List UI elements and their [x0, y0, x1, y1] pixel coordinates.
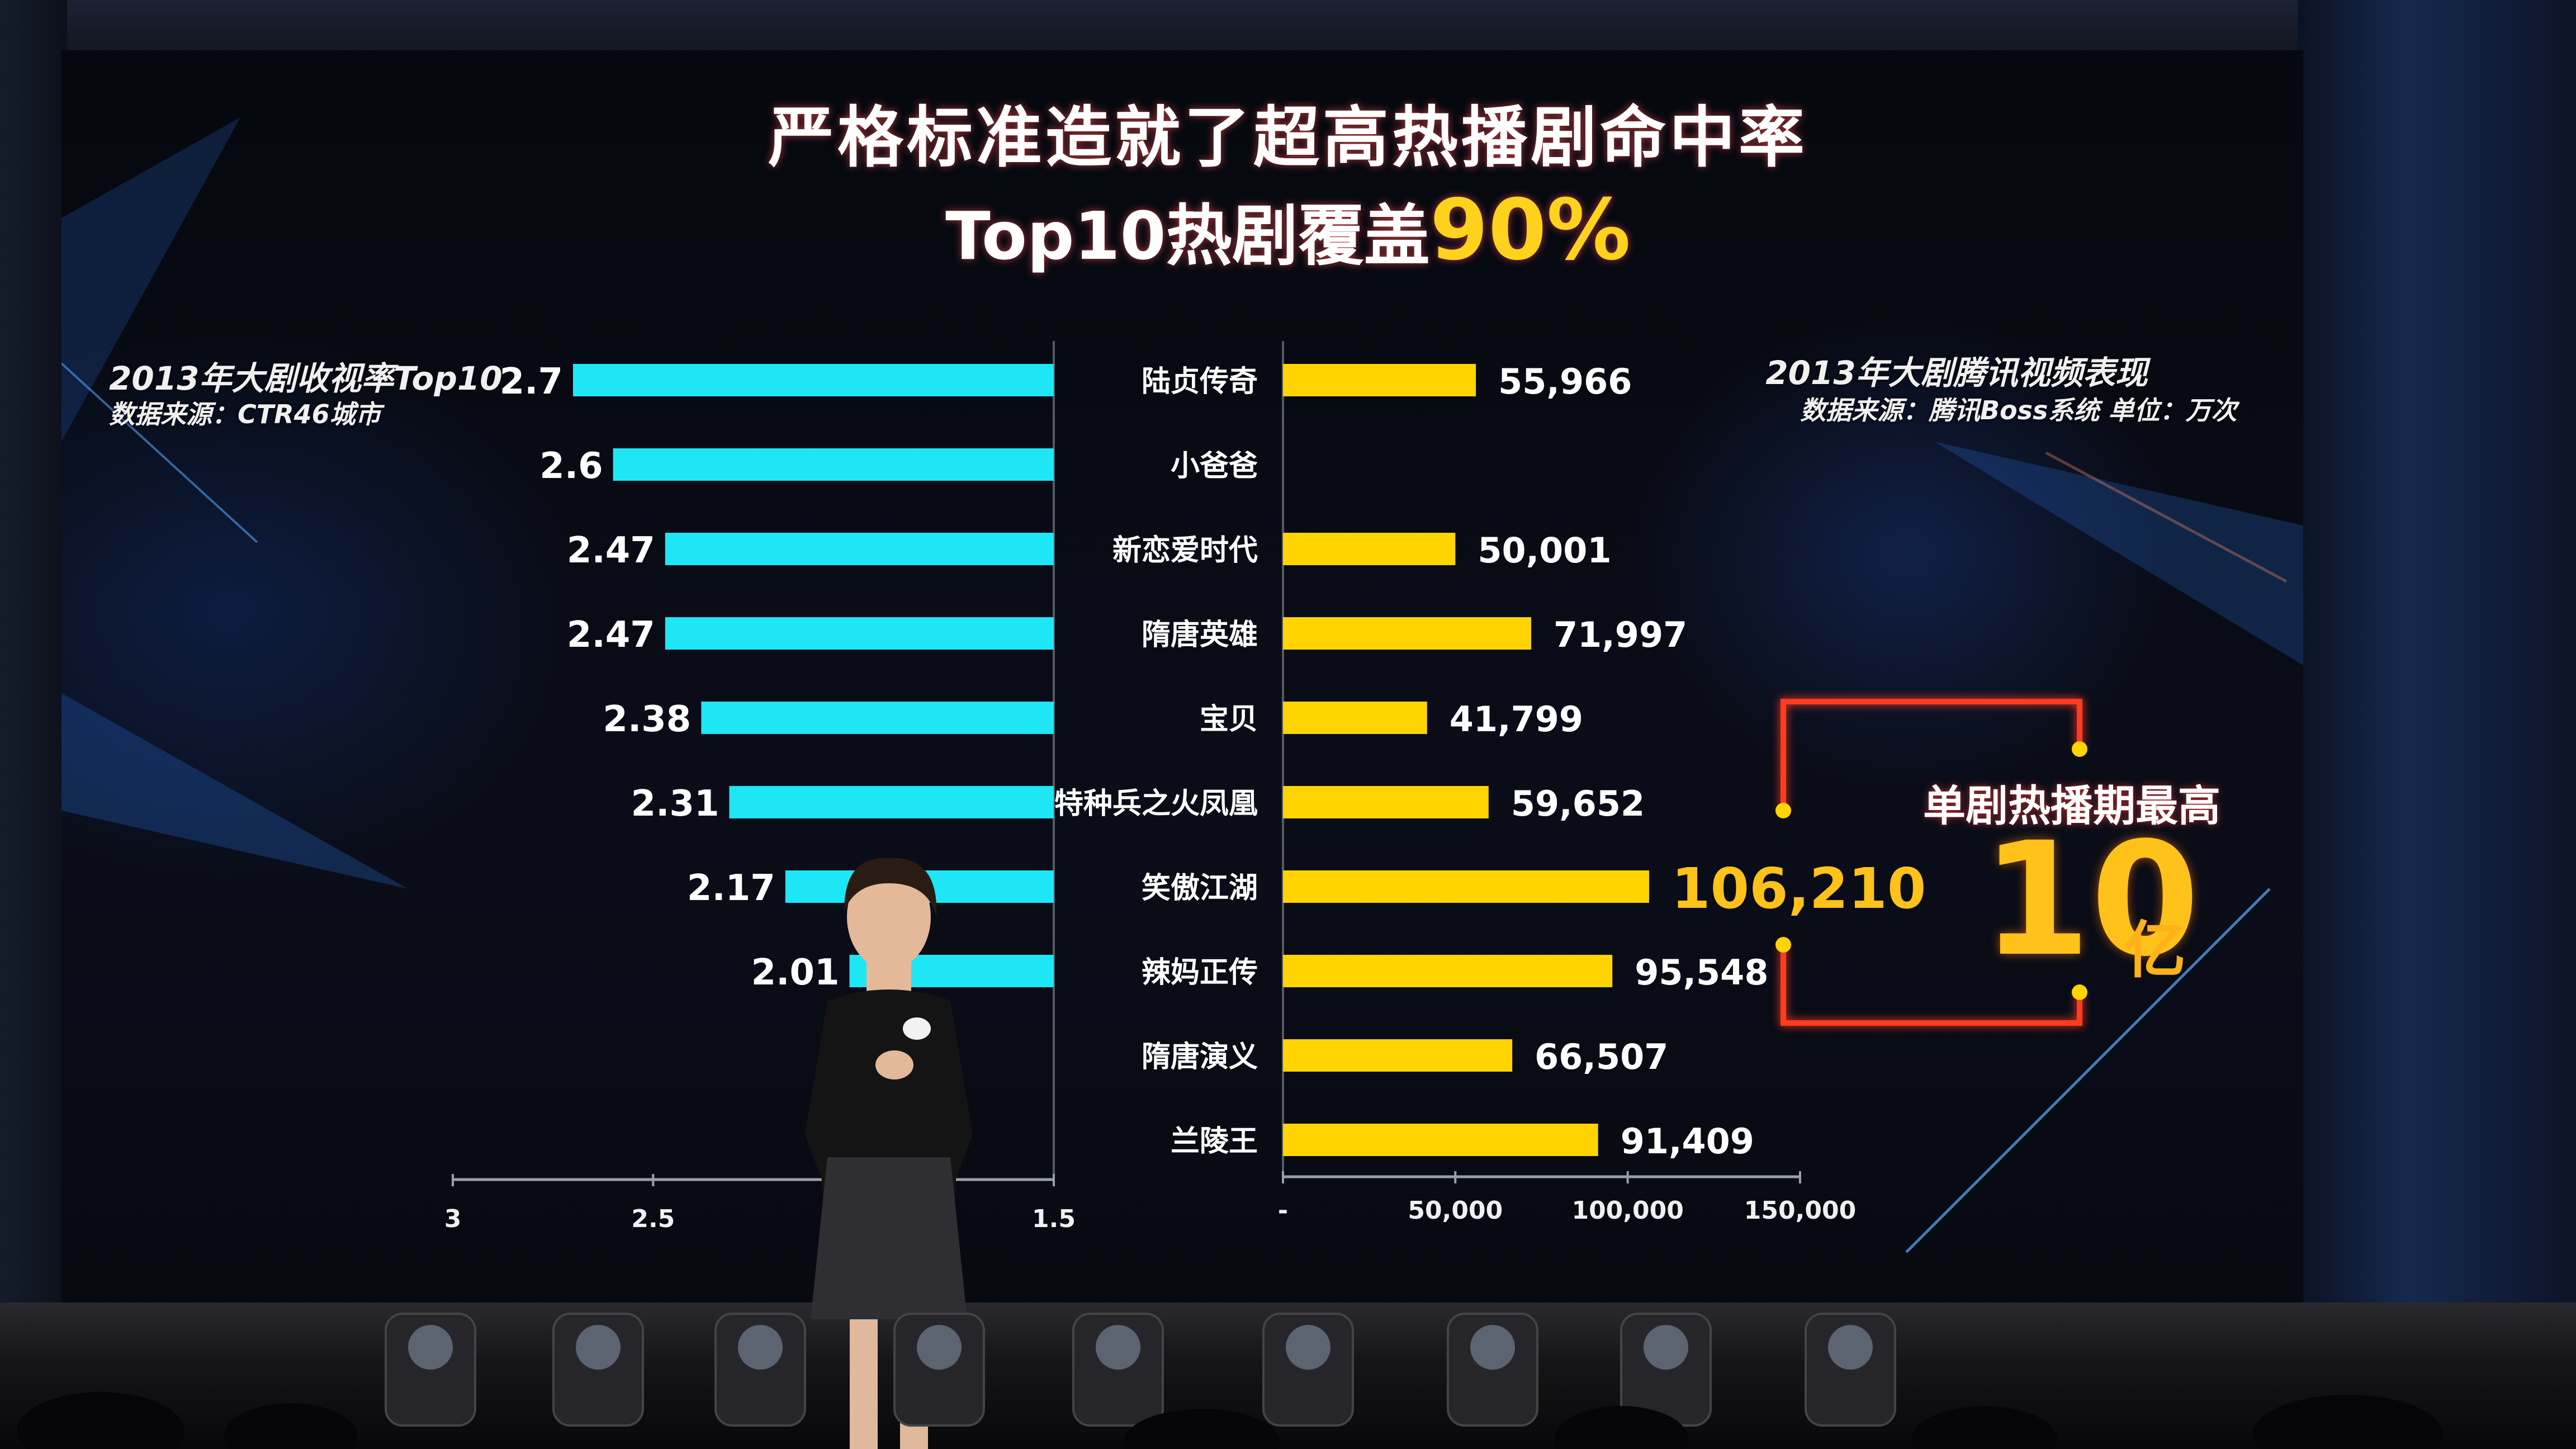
category-label: 陆贞传奇	[1142, 365, 1258, 399]
left-chart-source: 数据来源：CTR46城市	[109, 399, 381, 429]
ratings-value-label: 2.47	[567, 530, 655, 571]
category-label: 小爸爸	[1171, 449, 1258, 483]
left-x-tick-label: 1.5	[1032, 1205, 1076, 1233]
stage-lights	[17, 1313, 2443, 1449]
ratings-bar	[701, 702, 1054, 734]
subtitle-highlight: 90%	[1429, 182, 1631, 279]
ratings-value-label: 2.47	[567, 614, 655, 656]
views-bar	[1283, 870, 1649, 903]
ratings-bar	[665, 533, 1054, 565]
highlight-unit: 亿	[2124, 915, 2186, 986]
left-x-tick-label: 3	[444, 1205, 462, 1233]
ratings-value-label: 2.7	[500, 361, 563, 402]
subtitle-prefix: Top10热剧覆盖	[945, 197, 1430, 274]
right-chart-source: 数据来源：腾讯Boss系统 单位：万次	[1800, 395, 2237, 425]
ratings-value-label: 2.17	[687, 868, 775, 909]
right-x-tick-label: -	[1278, 1196, 1288, 1225]
right-x-tick-label: 50,000	[1408, 1196, 1503, 1225]
views-bar	[1283, 702, 1427, 734]
slide-subtitle: Top10热剧覆盖90%	[0, 182, 2576, 279]
right-chart-heading: 2013年大剧腾讯视频表现	[1765, 354, 2148, 392]
ratings-value-label: 2.38	[603, 699, 691, 740]
right-x-tick-label: 100,000	[1571, 1196, 1683, 1225]
views-value-label: 59,652	[1511, 783, 1645, 824]
views-bar	[1283, 955, 1613, 987]
left-chart-heading: 2013年大剧收视率Top10	[109, 359, 503, 397]
ratings-bar	[729, 786, 1054, 818]
category-label: 笑傲江湖	[1142, 872, 1258, 905]
ratings-bar	[613, 448, 1054, 481]
ratings-value-label: 2.6	[539, 446, 603, 487]
views-bar	[1283, 364, 1476, 396]
ratings-bar	[573, 364, 1054, 396]
category-label: 特种兵之火凤凰	[1054, 787, 1258, 821]
background-streaks	[61, 117, 2303, 1253]
views-bar	[1283, 786, 1489, 818]
views-value-label: 95,548	[1635, 952, 1768, 993]
left-x-tick-label: 2.5	[631, 1205, 675, 1233]
category-label: 隋唐演义	[1142, 1040, 1258, 1074]
ratings-value-label: 2.31	[631, 783, 719, 825]
ratings-bar	[665, 617, 1054, 650]
right-x-tick-label: 150,000	[1744, 1196, 1856, 1225]
views-bar	[1283, 1039, 1513, 1072]
highlight-value: 10	[1982, 809, 2200, 991]
category-label: 兰陵王	[1171, 1125, 1258, 1158]
views-bar	[1283, 1124, 1598, 1156]
views-bar	[1283, 533, 1456, 565]
right-wall	[2298, 0, 2576, 1449]
views-value-label: 66,507	[1535, 1036, 1668, 1077]
views-value-label: 71,997	[1554, 614, 1687, 655]
views-bar	[1283, 617, 1531, 650]
category-label: 宝贝	[1200, 703, 1258, 736]
views-value-label: 91,409	[1621, 1121, 1754, 1162]
category-label: 隋唐英雄	[1142, 618, 1258, 652]
highlight-label: 单剧热播期最高	[1923, 781, 2220, 831]
views-value-label: 41,799	[1450, 699, 1583, 740]
slide-title: 严格标准造就了超高热播剧命中率	[768, 99, 1808, 176]
views-value-label-highlight: 106,210	[1671, 856, 1926, 921]
projection-screen	[61, 50, 2303, 1303]
ratings-value-label: 2.01	[751, 952, 840, 993]
views-value-label: 50,001	[1478, 530, 1611, 571]
views-value-label: 55,966	[1498, 361, 1632, 402]
presenter	[805, 858, 973, 1449]
left-wall	[0, 0, 67, 1449]
category-label: 辣妈正传	[1142, 956, 1258, 989]
category-label: 新恋爱时代	[1112, 534, 1258, 567]
